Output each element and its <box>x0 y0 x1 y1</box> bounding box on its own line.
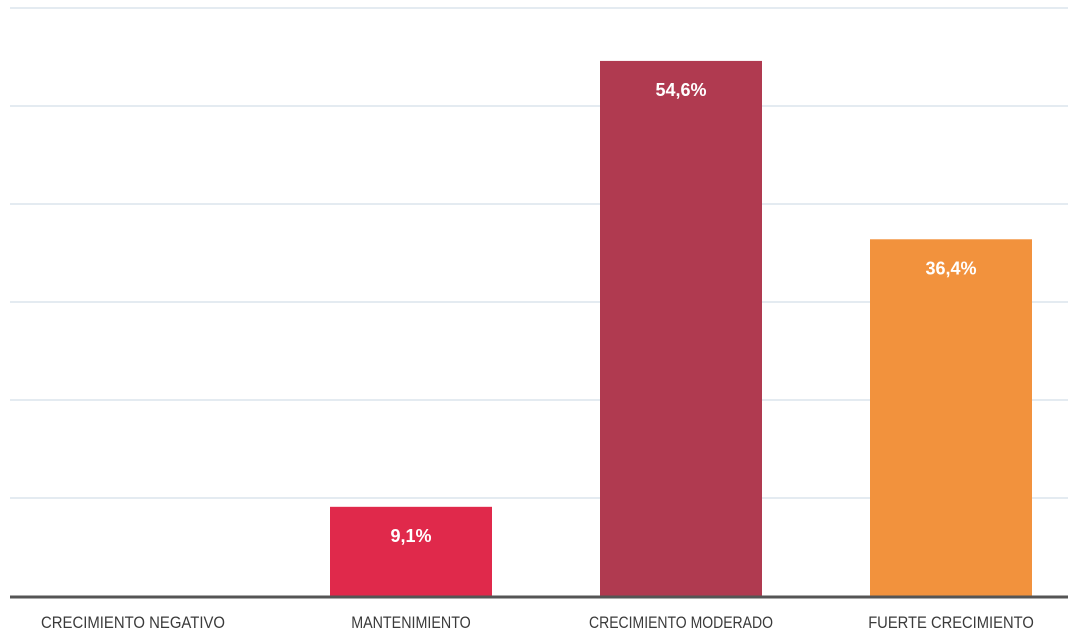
bars: 9,1% 54,6% 36,4% <box>330 60 1032 597</box>
category-label: MANTENIMIENTO <box>351 613 471 632</box>
category-label: CRECIMIENTO MODERADO <box>589 613 773 632</box>
category-label: FUERTE CRECIMIENTO <box>868 613 1034 632</box>
bar-value-label: 36,4% <box>925 258 976 278</box>
bar-value-label: 9,1% <box>390 526 431 546</box>
category-labels: CRECIMIENTO NEGATIVO MANTENIMIENTO CRECIMI… <box>41 613 1034 632</box>
bar <box>600 60 762 597</box>
bar-value-label: 54,6% <box>655 80 706 100</box>
category-label: CRECIMIENTO NEGATIVO <box>41 613 225 632</box>
bar <box>330 506 492 596</box>
bar <box>870 239 1032 596</box>
